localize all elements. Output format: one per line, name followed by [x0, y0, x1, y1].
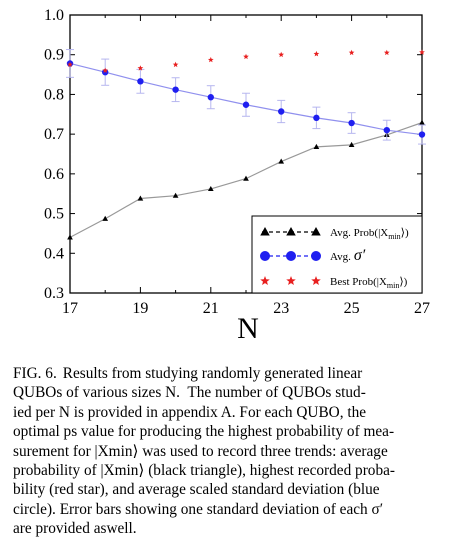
y-tick-label: 0.3 [44, 285, 64, 302]
legend-circle-marker [311, 251, 321, 261]
triangle-point [207, 185, 214, 192]
caption-line-4: optimal ps value for producing the highe… [13, 423, 395, 441]
chart: 0.3 0.4 0.5 0.6 0.7 0.8 0.9 1.0 17 19 21 23 25 27 Avg… [44, 7, 430, 345]
legend-star-marker [286, 276, 296, 286]
circle-point [207, 94, 214, 101]
legend-box [251, 215, 423, 294]
caption-line-3: ied per N is provided in appendix A. For… [13, 403, 367, 421]
star-point [419, 49, 425, 55]
legend-star-marker [311, 276, 321, 286]
series-layer [66, 49, 426, 240]
legend-label-subscript: min [387, 281, 399, 290]
star-point [383, 49, 390, 56]
legend-triangle-marker [260, 227, 270, 236]
star-point [207, 56, 214, 63]
triangle-point [348, 141, 355, 147]
x-tick-label: 25 [344, 300, 360, 317]
x-tick-label: 23 [273, 300, 289, 317]
figure-caption: FIG. 6. Results from studying randomly ge… [13, 364, 463, 539]
caption-line-6: probability of |Xmin⟩ (black triangle), … [13, 462, 395, 480]
legend-label-text: Avg. [330, 251, 351, 263]
circle-point [172, 86, 179, 93]
y-tick-label: 0.7 [44, 126, 64, 143]
triangle-point [278, 158, 285, 164]
legend-label-suffix: ⟩) [399, 276, 407, 288]
caption-line-9: are provided aswell. [13, 520, 137, 538]
star-point [67, 61, 73, 68]
legend-circle-marker [260, 251, 270, 261]
circle-point [418, 131, 426, 138]
series-triangle [67, 119, 425, 240]
star-point [278, 51, 285, 58]
x-tick-label: 21 [203, 300, 219, 317]
x-axis-title: N [237, 312, 259, 345]
triangle-point [67, 234, 73, 240]
triangle-point [137, 195, 144, 201]
caption-line-1: Results from studying randomly generated… [62, 365, 363, 382]
caption-line-7: bility (red star), and average scaled st… [13, 481, 380, 499]
star-point [137, 65, 144, 71]
x-tick-label: 17 [62, 300, 78, 317]
triangle-point [172, 192, 179, 198]
caption-line-5: surement for |Xmin⟩ was used to record t… [13, 442, 388, 460]
legend-star-marker [260, 276, 270, 286]
legend-label-text: Best Prob(|X [330, 276, 387, 288]
y-tick-label: 0.4 [44, 245, 64, 262]
legend-circle-marker [286, 251, 296, 261]
legend-label: Avg. σ′ [330, 247, 366, 264]
star-point [348, 49, 355, 56]
y-tick-label: 0.6 [44, 166, 64, 183]
triangle-point [102, 215, 109, 221]
y-tick-label: 1.0 [44, 7, 64, 24]
star-point [172, 61, 179, 68]
x-tick-label: 19 [132, 300, 148, 317]
legend: Avg. Prob(|Xmin⟩)Avg. σ′Best Prob(|Xmin⟩) [251, 215, 423, 294]
y-tick-label: 0.9 [44, 47, 64, 64]
legend-triangle-marker [286, 227, 296, 236]
legend-label-subscript: min [388, 232, 400, 241]
series-circle [66, 49, 426, 145]
legend-label: Best Prob(|Xmin⟩) [330, 276, 408, 290]
circle-point [278, 108, 285, 115]
circle-point [242, 101, 250, 108]
legend-label: Avg. Prob(|Xmin⟩) [330, 227, 409, 241]
axes: 0.3 0.4 0.5 0.6 0.7 0.8 0.9 1.0 17 19 21 23 25 27 [44, 7, 430, 317]
circle-point [383, 126, 390, 134]
circle-point [348, 119, 355, 127]
star-point [243, 53, 249, 60]
y-tick-label: 0.5 [44, 206, 64, 223]
triangle-point [419, 119, 425, 125]
triangle-point [243, 175, 249, 181]
caption-line-2: QUBOs of various sizes N. The number of … [13, 384, 366, 402]
y-tick-label: 0.8 [44, 86, 64, 103]
x-tick-label: 27 [414, 300, 430, 317]
caption-line-8: circle). Error bars showing one standard… [13, 500, 384, 518]
legend-label-symbol: σ′ [354, 247, 366, 264]
legend-triangle-marker [311, 227, 321, 236]
star-point [313, 50, 320, 57]
legend-label-suffix: ⟩) [401, 227, 409, 239]
star-point [102, 67, 109, 74]
triangle-point [313, 143, 320, 149]
legend-label-text: Avg. Prob(|X [330, 227, 388, 239]
series-star [67, 49, 425, 74]
circle-point [313, 114, 320, 122]
circle-point [137, 78, 144, 85]
caption-label: FIG. 6. [13, 365, 57, 382]
